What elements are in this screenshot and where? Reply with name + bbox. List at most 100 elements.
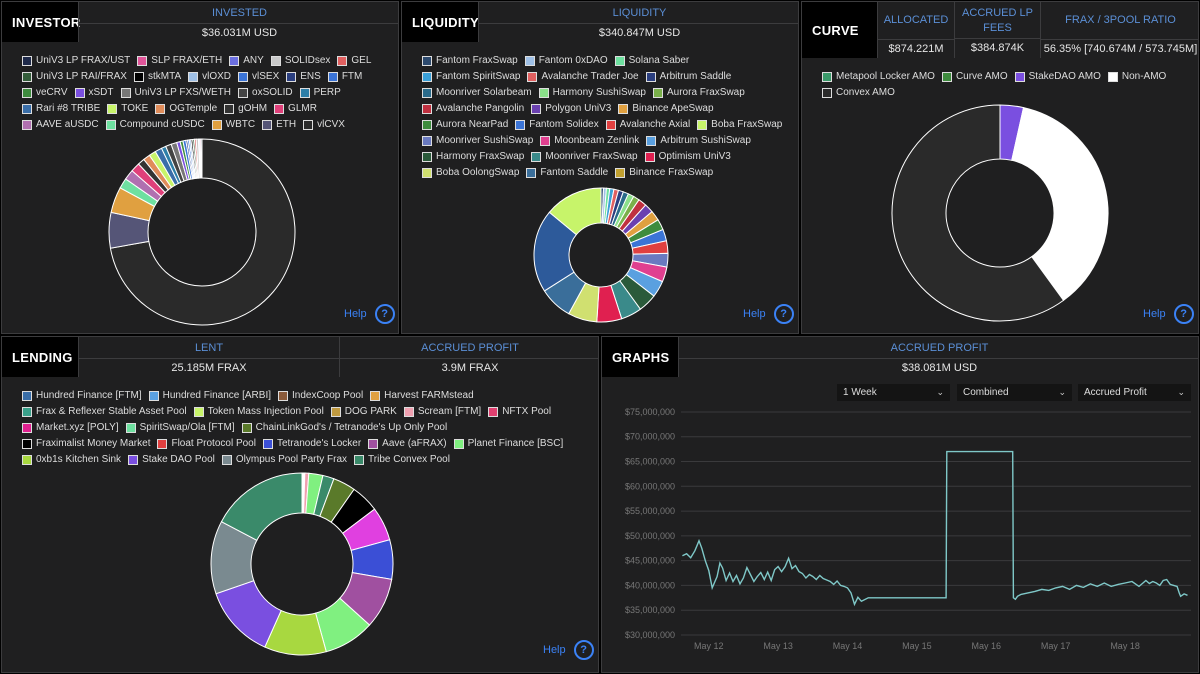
investor-help[interactable]: Help? <box>344 304 395 324</box>
legend-item[interactable]: Fraximalist Money Market <box>22 436 150 452</box>
legend-item[interactable]: Convex AMO <box>822 85 895 101</box>
pie-slice[interactable] <box>891 104 1065 322</box>
mode-select[interactable]: Combined ⌄ <box>957 384 1072 401</box>
legend-item[interactable]: AAVE aUSDC <box>22 117 99 133</box>
legend-item[interactable]: Arbitrum Saddle <box>645 69 731 85</box>
legend-item[interactable]: Binance FraxSwap <box>615 165 713 181</box>
legend-item[interactable]: Frax & Reflexer Stable Asset Pool <box>22 404 187 420</box>
pie-slice[interactable] <box>548 187 602 236</box>
legend-item[interactable]: Scream [FTM] <box>403 404 481 420</box>
legend-item[interactable]: Float Protocol Pool <box>157 436 256 452</box>
legend-item[interactable]: gOHM <box>224 101 267 117</box>
legend-item[interactable]: vlOXD <box>188 69 231 85</box>
legend-item[interactable]: Curve AMO <box>941 69 1008 85</box>
legend-item[interactable]: Metapool Locker AMO <box>822 69 935 85</box>
legend-item[interactable]: Rari #8 TRIBE <box>22 101 100 117</box>
legend-item[interactable]: Stake DAO Pool <box>128 452 215 468</box>
legend-item[interactable]: Aurora NearPad <box>422 117 508 133</box>
legend-item[interactable]: Avalanche Pangolin <box>422 101 524 117</box>
pie-slice[interactable] <box>200 138 203 179</box>
legend-item[interactable]: Fantom SpiritSwap <box>422 69 520 85</box>
liquidity-help[interactable]: Help? <box>743 304 794 324</box>
legend-item[interactable]: Aurora FraxSwap <box>652 85 745 101</box>
legend-label: SpiritSwap/Ola [FTM] <box>139 422 235 433</box>
legend-item[interactable]: GLMR <box>274 101 317 117</box>
legend-item[interactable]: Tetranode's Locker <box>262 436 361 452</box>
legend-item[interactable]: Harvest FARMstead <box>370 388 474 404</box>
legend-item[interactable]: GEL <box>337 53 371 69</box>
legend-item[interactable]: Market.xyz [POLY] <box>22 420 119 436</box>
legend-item[interactable]: 0xb1s Kitchen Sink <box>22 452 121 468</box>
legend-item[interactable]: Non-AMO <box>1107 69 1166 85</box>
legend-item[interactable]: Planet Finance [BSC] <box>453 436 563 452</box>
legend-item[interactable]: Harmony SushiSwap <box>538 85 646 101</box>
pie-slice[interactable] <box>220 472 303 541</box>
legend-item[interactable]: Aave (aFRAX) <box>368 436 447 452</box>
legend-item[interactable]: Moonriver Solarbeam <box>422 85 532 101</box>
legend-item[interactable]: UniV3 LP FRAX/UST <box>22 53 130 69</box>
legend-item[interactable]: Hundred Finance [ARBI] <box>148 388 271 404</box>
legend-item[interactable]: vlCVX <box>303 117 345 133</box>
legend-item[interactable]: Binance ApeSwap <box>618 101 714 117</box>
legend-item[interactable]: Moonriver SushiSwap <box>422 133 533 149</box>
legend-item[interactable]: Fantom 0xDAO <box>524 53 608 69</box>
legend-item[interactable]: Harmony FraxSwap <box>422 149 524 165</box>
range-select[interactable]: 1 Week ⌄ <box>837 384 950 401</box>
legend-item[interactable]: Compound cUSDC <box>105 117 205 133</box>
legend-item[interactable]: Boba FraxSwap <box>697 117 782 133</box>
curve-donut-chart <box>891 104 1109 322</box>
legend-item[interactable]: SOLIDsex <box>270 53 330 69</box>
legend-item[interactable]: Fantom Saddle <box>526 165 608 181</box>
legend-item[interactable]: Solana Saber <box>614 53 689 69</box>
legend-item[interactable]: TOKE <box>107 101 148 117</box>
legend-label: UniV3 LP FXS/WETH <box>134 87 232 98</box>
pie-slice[interactable] <box>109 138 296 326</box>
legend-label: OGTemple <box>169 103 218 114</box>
legend-item[interactable]: WBTC <box>211 117 255 133</box>
metric-select[interactable]: Accrued Profit ⌄ <box>1078 384 1191 401</box>
lending-help[interactable]: Help? <box>543 640 594 660</box>
invested-label: INVESTED <box>79 2 398 24</box>
legend-item[interactable]: Hundred Finance [FTM] <box>22 388 142 404</box>
legend-item[interactable]: Avalanche Trader Joe <box>527 69 639 85</box>
legend-item[interactable]: SLP FRAX/ETH <box>137 53 222 69</box>
legend-item[interactable]: veCRV <box>22 85 68 101</box>
legend-item[interactable]: SpiritSwap/Ola [FTM] <box>125 420 235 436</box>
legend-item[interactable]: UniV3 LP FXS/WETH <box>120 85 232 101</box>
legend-item[interactable]: Tribe Convex Pool <box>354 452 450 468</box>
legend-swatch <box>107 104 118 114</box>
legend-item[interactable]: stkMTA <box>133 69 181 85</box>
legend-item[interactable]: ChainLinkGod's / Tetranode's Up Only Poo… <box>241 420 447 436</box>
pie-slice[interactable] <box>1011 107 1109 302</box>
legend-item[interactable]: Moonriver FraxSwap <box>531 149 638 165</box>
legend-item[interactable]: xSDT <box>74 85 114 101</box>
legend-item[interactable]: OGTemple <box>155 101 217 117</box>
legend-item[interactable]: Fantom FraxSwap <box>422 53 518 69</box>
legend-item[interactable]: Polygon UniV3 <box>531 101 611 117</box>
legend-swatch <box>540 136 551 146</box>
legend-item[interactable]: ETH <box>262 117 296 133</box>
legend-item[interactable]: Boba OolongSwap <box>422 165 519 181</box>
legend-item[interactable]: vlSEX <box>238 69 279 85</box>
legend-item[interactable]: oxSOLID <box>238 85 293 101</box>
legend-item[interactable]: UniV3 LP RAI/FRAX <box>22 69 127 85</box>
series-line[interactable] <box>682 450 1188 607</box>
legend-item[interactable]: Token Mass Injection Pool <box>193 404 324 420</box>
legend-item[interactable]: Moonbeam Zenlink <box>540 133 639 149</box>
legend-item[interactable]: Fantom Solidex <box>515 117 599 133</box>
legend-item[interactable]: StakeDAO AMO <box>1014 69 1101 85</box>
legend-item[interactable]: Optimism UniV3 <box>644 149 731 165</box>
legend-item[interactable]: Avalanche Axial <box>605 117 690 133</box>
curve-help[interactable]: Help? <box>1143 304 1194 324</box>
legend-item[interactable]: ENS <box>286 69 321 85</box>
legend-item[interactable]: Arbitrum SushiSwap <box>646 133 751 149</box>
legend-swatch <box>22 439 32 449</box>
legend-item[interactable]: Olympus Pool Party Frax <box>221 452 347 468</box>
legend-item[interactable]: DOG PARK <box>330 404 397 420</box>
legend-item[interactable]: PERP <box>299 85 341 101</box>
legend-item[interactable]: NFTX Pool <box>488 404 551 420</box>
legend-item[interactable]: IndexCoop Pool <box>278 388 363 404</box>
liquidity-legend-scroll[interactable]: Fantom FraxSwap Fantom 0xDAO Solana Saber F… <box>422 53 790 187</box>
legend-item[interactable]: ANY <box>229 53 264 69</box>
legend-item[interactable]: FTM <box>327 69 362 85</box>
